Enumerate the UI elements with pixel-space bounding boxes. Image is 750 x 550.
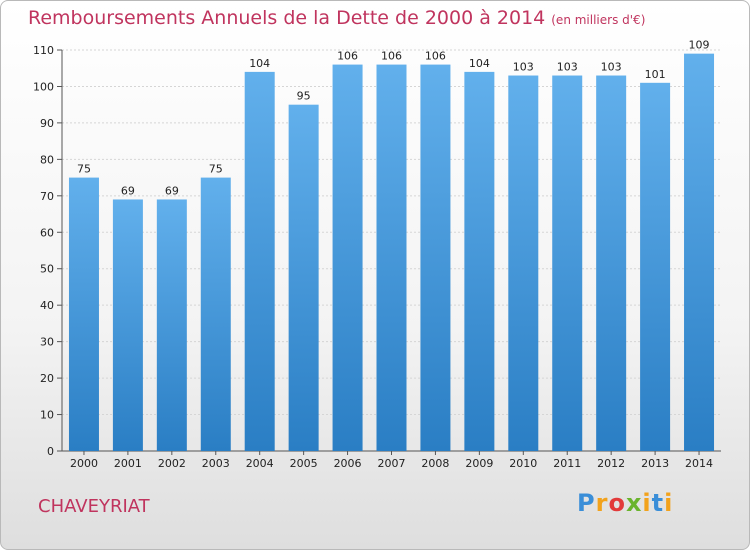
y-tick-label: 0 (47, 445, 54, 458)
y-tick-label: 30 (40, 336, 54, 349)
bar-2011[interactable] (552, 75, 583, 451)
bar-2013[interactable] (640, 82, 671, 452)
x-tick-label-2013: 2013 (641, 457, 669, 470)
x-tick-label-2009: 2009 (465, 457, 493, 470)
x-tick-label-2010: 2010 (509, 457, 537, 470)
value-label-2000: 75 (77, 163, 91, 176)
chart-title-text: Remboursements Annuels de la Dette de 20… (28, 7, 546, 29)
proxiti-logo[interactable]: Proxiti (577, 489, 674, 517)
bar-2004[interactable] (244, 71, 275, 451)
y-tick-label: 90 (40, 117, 54, 130)
bar-2001[interactable] (112, 199, 143, 451)
x-tick-label-2011: 2011 (553, 457, 581, 470)
x-tick-label-2005: 2005 (290, 457, 318, 470)
x-tick-label-2006: 2006 (334, 457, 362, 470)
value-label-2008: 106 (425, 50, 446, 63)
bar-2003[interactable] (200, 177, 231, 451)
value-label-2011: 103 (557, 61, 578, 74)
x-tick-label-2007: 2007 (378, 457, 406, 470)
y-tick-label: 70 (40, 190, 54, 203)
y-tick-label: 40 (40, 299, 54, 312)
y-tick-label: 10 (40, 409, 54, 422)
bar-2000[interactable] (68, 177, 99, 451)
value-label-2007: 106 (381, 50, 402, 63)
y-tick-label: 50 (40, 263, 54, 276)
y-tick-label: 100 (33, 80, 54, 93)
y-tick-label: 80 (40, 153, 54, 166)
y-tick-label: 110 (33, 44, 54, 57)
bar-2007[interactable] (376, 64, 407, 451)
bar-2012[interactable] (596, 75, 627, 451)
x-tick-label-2001: 2001 (114, 457, 142, 470)
bar-2010[interactable] (508, 75, 539, 451)
value-label-2003: 75 (209, 163, 223, 176)
labels: 0 10 20 30 40 50 60 70 80 90 100 110 75 2000 69 2001 69 2… (33, 39, 713, 470)
value-label-2009: 104 (469, 57, 490, 70)
value-label-2013: 101 (645, 68, 666, 81)
x-tick-label-2003: 2003 (202, 457, 230, 470)
value-label-2004: 104 (249, 57, 270, 70)
x-tick-label-2012: 2012 (597, 457, 625, 470)
city-name: CHAVEYRIAT (38, 496, 150, 517)
bar-2008[interactable] (420, 64, 451, 451)
bar-2014[interactable] (684, 53, 715, 452)
bars (68, 53, 715, 452)
bar-2005[interactable] (288, 104, 319, 451)
bar-2006[interactable] (332, 64, 363, 451)
chart-title: Remboursements Annuels de la Dette de 20… (28, 7, 645, 29)
value-label-2014: 109 (689, 39, 710, 52)
value-label-2006: 106 (337, 50, 358, 63)
bar-2009[interactable] (464, 71, 495, 451)
x-tick-label-2004: 2004 (246, 457, 274, 470)
value-label-2001: 69 (121, 184, 135, 197)
value-label-2002: 69 (165, 184, 179, 197)
x-tick-label-2014: 2014 (685, 457, 713, 470)
x-tick-label-2008: 2008 (421, 457, 449, 470)
x-tick-label-2000: 2000 (70, 457, 98, 470)
value-label-2010: 103 (513, 61, 534, 74)
y-tick-label: 60 (40, 226, 54, 239)
y-tick-label: 20 (40, 372, 54, 385)
x-tick-label-2002: 2002 (158, 457, 186, 470)
bar-2002[interactable] (156, 199, 187, 451)
value-label-2005: 95 (297, 90, 311, 103)
value-label-2012: 103 (601, 61, 622, 74)
chart-unit: (en milliers d'€) (551, 13, 646, 27)
